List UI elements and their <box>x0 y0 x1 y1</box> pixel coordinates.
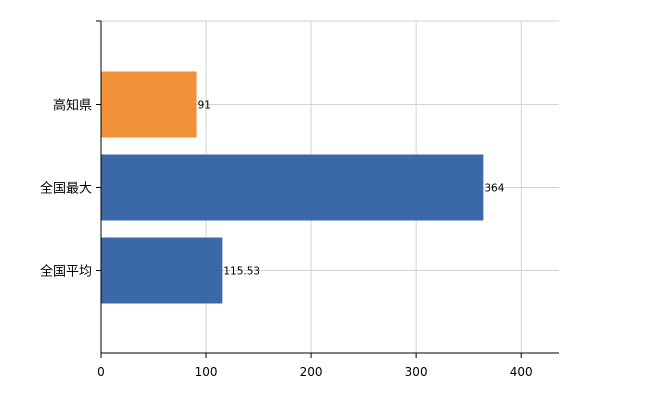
x-tick-label: 400 <box>510 365 533 379</box>
x-tick-label: 300 <box>405 365 428 379</box>
bar <box>101 154 484 221</box>
category-label: 全国平均 <box>40 264 92 280</box>
category-label: 全国最大 <box>40 181 92 197</box>
data-label: 91 <box>198 100 211 112</box>
x-tick-label: 200 <box>300 365 323 379</box>
data-label: 364 <box>484 183 504 195</box>
labels: 0 100 200 300 400 高知県 91 全国最大 364 全国平均 115.53 <box>40 20 533 379</box>
bar <box>101 237 223 304</box>
x-tick-label: 0 <box>97 365 105 379</box>
x-tick-label: 100 <box>195 365 218 379</box>
bars <box>101 71 484 304</box>
bar <box>101 71 197 138</box>
category-label: 高知県 <box>53 98 92 114</box>
data-label: 115.53 <box>223 266 260 278</box>
